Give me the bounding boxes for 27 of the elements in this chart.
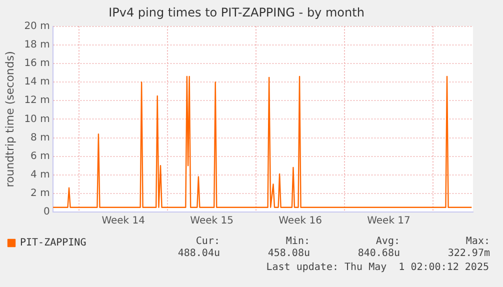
- y-tick-label: 14 m: [24, 76, 50, 88]
- text: 458.08u: [266, 248, 310, 260]
- text: Cur:: [194, 236, 220, 248]
- text: Avg:: [374, 236, 400, 248]
- text: 488.04u: [176, 248, 220, 260]
- y-tick-label: 2 m: [30, 188, 50, 200]
- x-tick-label: Week 17: [367, 216, 410, 227]
- x-tick-label: Week 15: [190, 216, 234, 227]
- text: Min:: [284, 236, 310, 248]
- x-tick-label: Week 14: [102, 216, 146, 227]
- text: 322.97m: [446, 248, 490, 260]
- text: 840.68u: [356, 248, 400, 260]
- text: Last update: Thu May 1 02:00:12 2025: [266, 262, 489, 273]
- y-axis-title: roundtrip time (seconds): [3, 51, 16, 188]
- y-tick-label: 16 m: [24, 58, 50, 70]
- legend-label: PIT-ZAPPING: [20, 238, 86, 249]
- y-tick-label: 18 m: [24, 40, 50, 51]
- y-tick-label: 4 m: [30, 169, 50, 180]
- text: Max:: [464, 236, 490, 248]
- x-tick-label: Week 16: [278, 216, 322, 227]
- y-tick-label: 0: [43, 206, 50, 218]
- chart-title: IPv4 ping times to PIT-ZAPPING - by month: [108, 5, 364, 20]
- y-tick-label: 6 m: [30, 150, 50, 162]
- y-tick-label: 20 m: [24, 20, 50, 32]
- y-tick-label: 12 m: [24, 95, 50, 106]
- y-tick-label: 8 m: [30, 132, 50, 144]
- y-tick-label: 10 m: [24, 114, 50, 125]
